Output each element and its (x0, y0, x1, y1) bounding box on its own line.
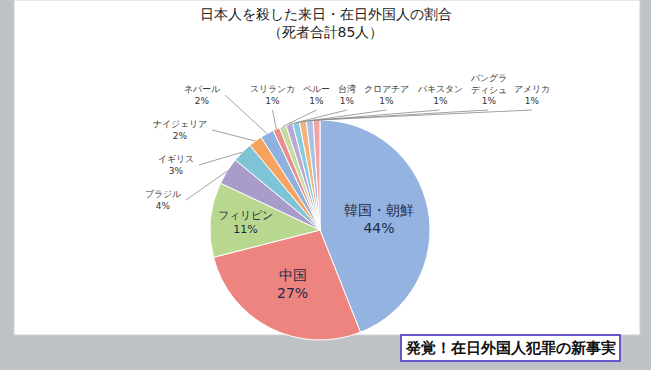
svg-text:イギリス3%: イギリス3% (158, 154, 194, 176)
svg-text:台湾1%: 台湾1% (338, 84, 356, 106)
svg-text:日本人を殺した来日・在日外国人の割合（死者合計85人）: 日本人を殺した来日・在日外国人の割合（死者合計85人） (200, 6, 452, 40)
svg-text:韓国・朝鮮44%: 韓国・朝鮮44% (344, 202, 414, 236)
svg-text:スリランカ1%: スリランカ1% (250, 84, 295, 106)
svg-text:発覚！在日外国人犯罪の新事実: 発覚！在日外国人犯罪の新事実 (405, 339, 616, 357)
svg-text:ブラジル4%: ブラジル4% (145, 189, 181, 211)
svg-text:中国27%: 中国27% (277, 267, 308, 301)
svg-text:ペルー1%: ペルー1% (303, 84, 330, 106)
svg-text:パキスタン1%: パキスタン1% (417, 84, 463, 106)
svg-text:アメリカ1%: アメリカ1% (514, 84, 550, 106)
svg-text:バングラディシュ1%: バングラディシュ1% (470, 73, 507, 106)
svg-text:ネパール2%: ネパール2% (184, 84, 220, 106)
svg-text:フィリピン11%: フィリピン11% (218, 209, 273, 236)
svg-text:ナイジェリア2%: ナイジェリア2% (153, 119, 207, 141)
svg-text:クロアチア1%: クロアチア1% (364, 84, 409, 106)
